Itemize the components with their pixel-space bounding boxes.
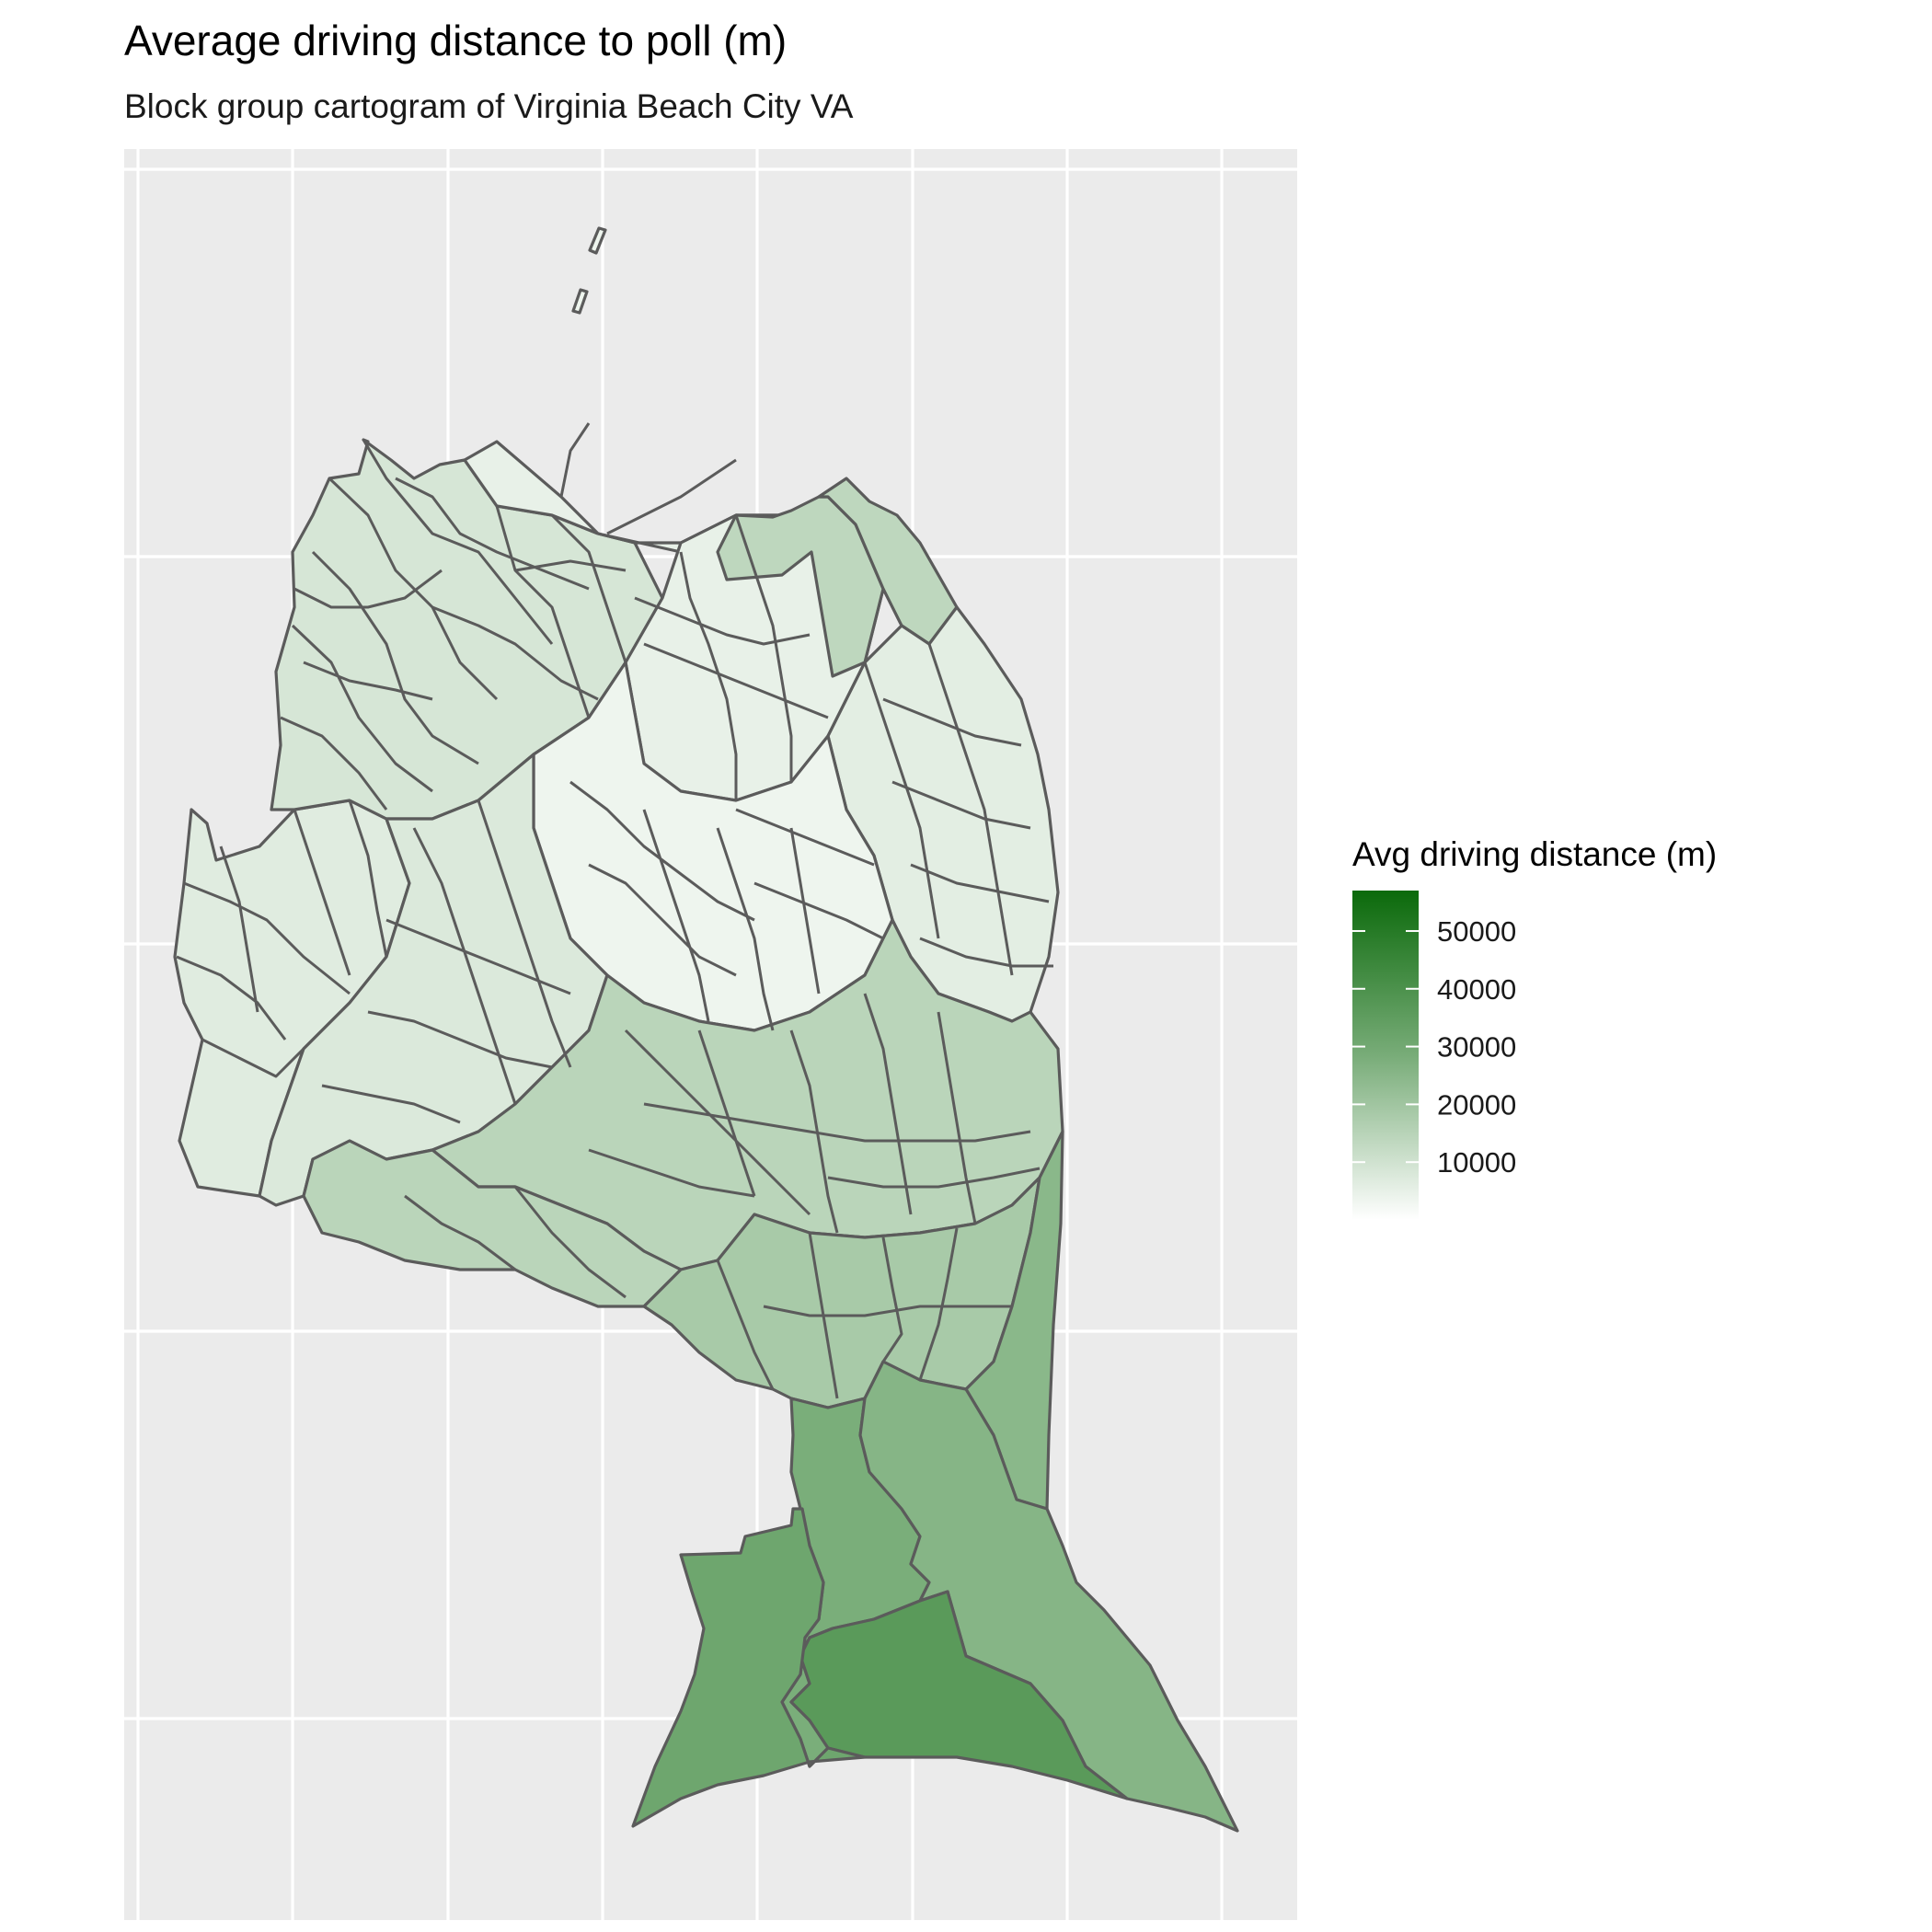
legend-ticks: 10000 20000 30000 40000 50000 [1352,915,1516,1179]
map-region-island-north [588,226,607,255]
legend-colorbar [1352,891,1419,1220]
map-region-island-south [571,288,589,315]
legend-tick-label: 40000 [1437,973,1516,1006]
legend-tick-label: 10000 [1437,1146,1516,1179]
chart-title: Average driving distance to poll (m) [124,17,787,64]
legend-tick-label: 50000 [1437,915,1516,948]
map-region-southeast-large [858,1360,1239,1833]
map-regions [173,226,1239,1833]
legend-tick-label: 20000 [1437,1088,1516,1121]
chart-subtitle: Block group cartogram of Virginia Beach … [124,87,854,125]
legend-tick-label: 30000 [1437,1031,1516,1064]
map-region-south-central-large [789,1590,1129,1800]
legend-title: Avg driving distance (m) [1352,835,1717,873]
map-region-southwest-large [631,1507,867,1828]
block-group-boundaries [176,422,1053,1399]
legend: Avg driving distance (m) 10000 20000 30000… [1352,835,1717,1220]
